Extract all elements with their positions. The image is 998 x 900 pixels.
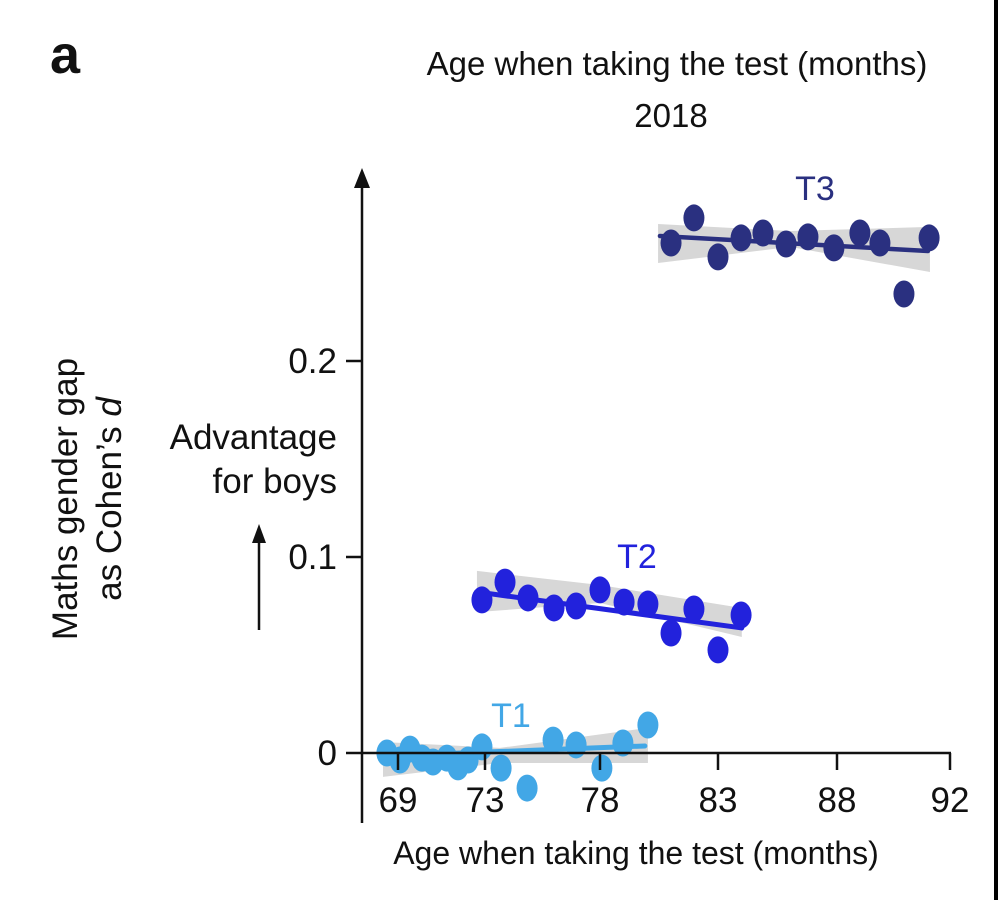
data-point-t3	[849, 219, 871, 247]
series-label-t3: T3	[795, 170, 835, 208]
data-point-t3	[707, 243, 729, 271]
data-point-t2	[471, 586, 493, 614]
data-point-t2	[707, 636, 729, 664]
data-point-t2	[730, 601, 752, 629]
x-tick-label: 83	[699, 781, 738, 820]
advantage-line2: for boys	[212, 462, 338, 501]
x-tick-label: 92	[931, 781, 970, 820]
advantage-annotation: Advantage for boys	[87, 416, 337, 504]
data-point-t3	[869, 229, 891, 257]
x-tick-label: 73	[466, 781, 505, 820]
data-point-t2	[683, 595, 705, 623]
data-point-t3	[797, 223, 819, 251]
data-point-t2	[613, 588, 635, 616]
y-tick-label: 0.1	[288, 538, 337, 577]
x-tick-label: 88	[818, 781, 857, 820]
panel-label: a	[50, 25, 81, 85]
y-axis-arrowhead	[354, 168, 370, 188]
year-subtitle: 2018	[634, 97, 708, 134]
x-tick-label: 78	[581, 781, 620, 820]
data-point-t2	[517, 584, 539, 612]
data-point-t3	[823, 234, 845, 262]
data-point-t3	[918, 224, 940, 252]
y-tick-label: 0	[318, 734, 337, 773]
data-point-t1	[565, 731, 587, 759]
x-tick-label: 69	[379, 781, 418, 820]
data-point-t1	[591, 754, 613, 782]
data-point-t3	[683, 204, 705, 232]
series-label-t2: T2	[617, 538, 657, 576]
data-point-t2	[565, 592, 587, 620]
data-point-t1	[637, 711, 659, 739]
y-tick-label: 0.2	[288, 342, 337, 381]
data-point-t3	[752, 219, 774, 247]
x-axis-title: Age when taking the test (months)	[393, 835, 879, 871]
data-point-t1	[490, 754, 512, 782]
data-point-t2	[494, 568, 516, 596]
data-point-t3	[730, 224, 752, 252]
y-axis-title-italic-d: d	[90, 397, 129, 417]
data-point-t2	[589, 576, 611, 604]
data-point-t3	[660, 229, 682, 257]
series-label-t1: T1	[491, 697, 531, 735]
top-axis-title: Age when taking the test (months)	[426, 45, 928, 82]
data-point-t1	[471, 733, 493, 761]
data-point-t2	[637, 590, 659, 618]
data-point-t2	[543, 594, 565, 622]
data-point-t1	[612, 729, 634, 757]
advantage-arrow-head	[252, 524, 266, 543]
data-point-t1	[516, 774, 538, 802]
crop-edge-divider	[994, 0, 998, 900]
data-point-t2	[660, 619, 682, 647]
data-point-t3	[775, 230, 797, 258]
y-axis-title-line1: Maths gender gap	[46, 357, 85, 641]
data-point-t3	[893, 280, 915, 308]
data-point-t1	[542, 726, 564, 754]
advantage-line1: Advantage	[169, 418, 337, 457]
